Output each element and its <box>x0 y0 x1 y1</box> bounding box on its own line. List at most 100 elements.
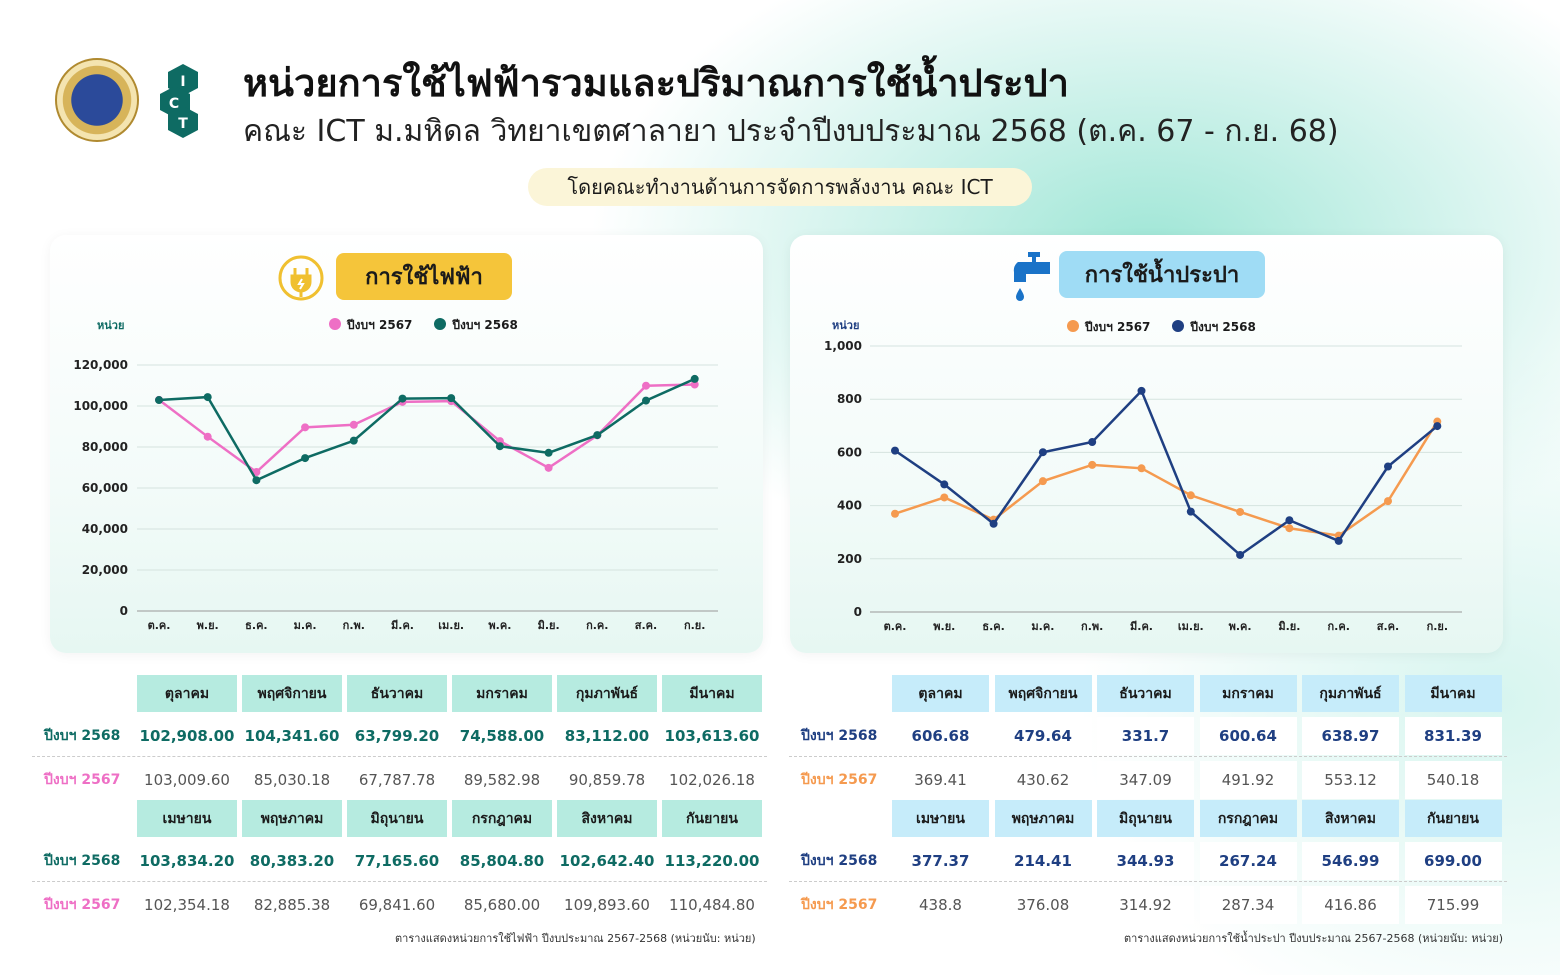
data-point <box>940 480 949 489</box>
x-tick-label: ส.ค. <box>1377 620 1399 633</box>
data-point <box>155 396 163 405</box>
value-2568: 103,613.60 <box>662 717 762 755</box>
value-2568: 103,834.20 <box>137 842 237 880</box>
data-point <box>642 396 650 405</box>
data-point <box>989 519 998 528</box>
value-2567: 102,026.18 <box>662 761 762 799</box>
legend-item-2568: ปีงบฯ 2568 <box>1172 318 1256 337</box>
value-2567: 109,893.60 <box>557 886 657 924</box>
x-tick-label: ส.ค. <box>635 619 657 632</box>
data-point <box>203 393 212 402</box>
legend-item-2567: ปีงบฯ 2567 <box>329 316 412 335</box>
x-tick-label: ก.ย. <box>1427 620 1448 633</box>
data-point <box>891 509 899 518</box>
ict-logo: I C T <box>160 64 198 138</box>
data-point <box>1088 438 1097 447</box>
data-point <box>1433 422 1442 431</box>
y-tick-label: 100,000 <box>73 399 128 413</box>
electric-badge: การใช้ไฟฟ้า <box>336 253 512 300</box>
data-point <box>940 493 949 502</box>
value-2567: 715.99 <box>1404 886 1502 924</box>
value-2568: 479.64 <box>994 717 1092 755</box>
data-point <box>447 394 456 403</box>
x-tick-label: เม.ย. <box>438 619 464 632</box>
electric-table-caption: ตารางแสดงหน่วยการใช้ไฟฟ้า ปีงบประมาณ 256… <box>395 932 756 945</box>
data-point <box>1088 460 1097 469</box>
value-2567: 553.12 <box>1302 761 1399 799</box>
data-point <box>1384 497 1392 506</box>
value-2567: 110,484.80 <box>662 886 762 924</box>
value-2567: 287.34 <box>1199 886 1297 924</box>
month-header: สิงหาคม <box>1302 800 1399 837</box>
y-tick-label: 80,000 <box>82 440 128 454</box>
row-divider <box>789 756 1507 757</box>
row-label-2567: ปีงบฯ 2567 <box>44 772 121 788</box>
series-line-2568 <box>158 377 696 482</box>
y-tick-label: 200 <box>837 552 862 566</box>
value-2567: 69,841.60 <box>347 886 447 924</box>
month-header: กุมภาพันธ์ <box>557 675 657 712</box>
x-tick-label: พ.ค. <box>1229 620 1252 633</box>
data-point <box>398 394 407 403</box>
month-header: พฤษภาคม <box>242 800 342 837</box>
electric-card <box>50 235 763 653</box>
x-tick-label: ก.ค. <box>586 619 608 632</box>
data-point <box>1038 448 1047 457</box>
month-header: เมษายน <box>892 800 989 837</box>
x-tick-label: มี.ค. <box>1130 620 1153 633</box>
row-label-2568: ปีงบฯ 2568 <box>44 728 121 744</box>
month-header: ธันวาคม <box>347 675 447 712</box>
data-point <box>203 432 212 441</box>
month-header: พฤศจิกายน <box>242 675 342 712</box>
month-header: กันยายน <box>1404 800 1502 837</box>
legend-item-2567: ปีงบฯ 2567 <box>1067 318 1150 337</box>
data-point <box>252 476 261 485</box>
value-2568: 74,588.00 <box>452 717 552 755</box>
month-header: มิถุนายน <box>347 800 447 837</box>
x-tick-label: ม.ค. <box>294 619 317 632</box>
value-2567: 102,354.18 <box>137 886 237 924</box>
data-point <box>593 431 602 440</box>
value-2567: 376.08 <box>994 886 1092 924</box>
data-point <box>252 468 261 477</box>
value-2567: 103,009.60 <box>137 761 237 799</box>
value-2567: 85,680.00 <box>452 886 552 924</box>
data-point <box>544 463 553 472</box>
y-tick-label: 40,000 <box>82 522 128 536</box>
value-2567: 491.92 <box>1199 761 1297 799</box>
value-2567: 438.8 <box>892 886 989 924</box>
value-2568: 331.7 <box>1097 717 1194 755</box>
month-header: กุมภาพันธ์ <box>1302 675 1399 712</box>
x-tick-label: พ.ค. <box>488 619 511 632</box>
data-point <box>349 436 358 445</box>
data-point <box>495 442 504 451</box>
row-label-2567: ปีงบฯ 2567 <box>801 897 878 913</box>
y-tick-label: 0 <box>120 604 128 618</box>
water-card <box>790 235 1503 653</box>
mahidol-logo <box>55 58 139 142</box>
svg-text:I: I <box>180 74 185 90</box>
data-point <box>1186 507 1195 516</box>
page-title: หน่วยการใช้ไฟฟ้ารวมและปริมาณการใช้น้ำประ… <box>243 61 1069 105</box>
data-point <box>1285 524 1294 533</box>
row-divider <box>789 881 1507 882</box>
value-2567: 540.18 <box>1404 761 1502 799</box>
x-tick-label: มี.ค. <box>391 619 414 632</box>
water-badge: การใช้น้ำประปา <box>1059 251 1265 298</box>
value-2567: 416.86 <box>1302 886 1399 924</box>
month-header: มกราคม <box>1199 675 1297 712</box>
month-header: มิถุนายน <box>1097 800 1194 837</box>
value-2567: 430.62 <box>994 761 1092 799</box>
month-header: สิงหาคม <box>557 800 657 837</box>
data-point <box>1384 462 1392 471</box>
water-unit-label: หน่วย <box>832 319 860 332</box>
row-divider <box>32 756 767 757</box>
data-point <box>1285 516 1294 525</box>
water-legend: ปีงบฯ 2567 ปีงบฯ 2568 <box>1067 318 1256 337</box>
value-2568: 546.99 <box>1302 842 1399 880</box>
x-tick-label: ก.พ. <box>1081 620 1103 633</box>
y-tick-label: 1,000 <box>824 339 862 353</box>
month-header: มีนาคม <box>1404 675 1502 712</box>
value-2568: 267.24 <box>1199 842 1297 880</box>
